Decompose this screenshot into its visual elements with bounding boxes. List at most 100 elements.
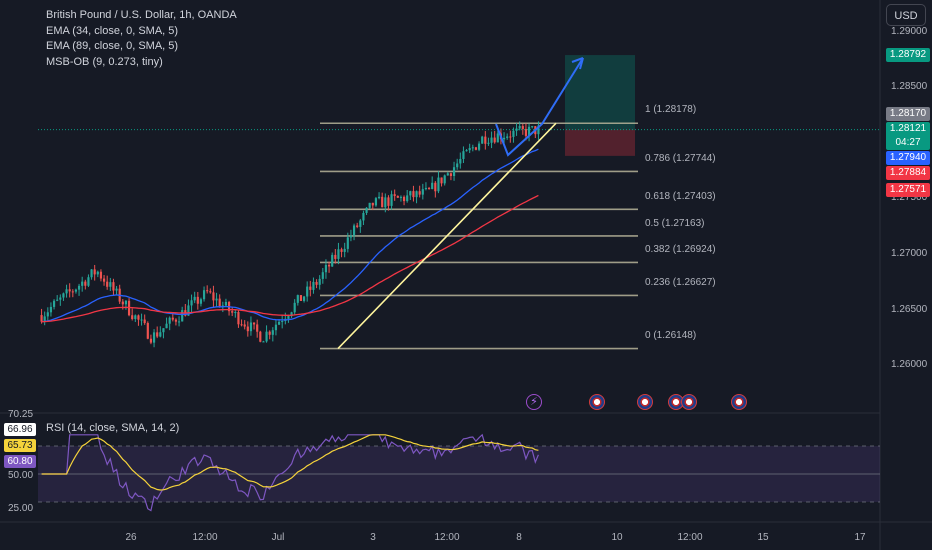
candle-body [252,322,256,325]
candle-body [234,312,237,314]
candle-body [243,324,246,327]
candle-body [331,254,334,267]
candle-body [209,291,212,293]
lightning-icon[interactable]: ⚡ [526,394,542,410]
candle-body [68,289,71,292]
candle-body [274,324,278,331]
price-tick: 1.29000 [891,26,928,37]
candle-body [65,289,68,294]
indicator-ema89[interactable]: EMA (89, close, 0, SMA, 5) [46,40,179,52]
candle-body [518,126,521,129]
candle-body [409,191,412,196]
rsi-line [41,433,539,512]
candle-body [259,331,262,342]
candle-body [356,225,359,227]
candle-body [374,198,378,206]
candle-body [371,202,374,206]
chart-legend: British Pound / U.S. Dollar, 1h, OANDA E… [46,8,237,70]
candle-body [384,197,387,208]
price-tick: 1.26000 [891,359,928,370]
candle-body [240,324,243,326]
candle-body [362,212,365,221]
candle-body [190,300,193,306]
candle-body [202,290,206,300]
candle-body [218,298,221,307]
rsi-badge-upper: 66.96 [4,423,36,436]
candle-body [327,264,331,267]
us-flag-icon[interactable] [637,394,653,410]
candle-body [306,286,309,297]
rsi-legend[interactable]: RSI (14, close, SMA, 14, 2) [46,422,180,434]
candle-body [137,315,140,320]
candle-body [177,321,181,323]
candle-body [443,175,446,184]
stop-price-badge: 1.27884 [886,166,930,180]
candle-body [162,328,165,333]
candle-body [324,264,328,273]
fib-level-label: 0.5 (1.27163) [645,218,705,229]
candle-body [502,137,506,140]
candle-body [87,277,90,286]
candle-body [537,125,540,135]
candle-body [402,196,406,202]
us-flag-icon[interactable] [589,394,605,410]
fib-level-label: 0.618 (1.27403) [645,191,716,202]
candle-body [84,281,87,286]
chart-title: British Pound / U.S. Dollar, 1h, OANDA [46,9,237,21]
candle-body [287,316,290,319]
position-target-zone [565,55,635,130]
countdown-badge: 04:27 [886,136,930,150]
candle-body [206,290,209,292]
candle-body [515,128,518,131]
candle-body [93,269,96,275]
price-tick: 1.27000 [891,248,928,259]
candle-body [77,285,81,290]
candle-body [387,197,390,206]
candle-body [115,288,118,291]
fib-level-label: 0.236 (1.26627) [645,277,716,288]
candle-body [271,330,274,335]
candle-body [421,189,424,195]
candle-body [215,298,218,301]
candle-body [96,271,99,275]
candle-body [56,299,59,301]
candle-body [493,137,496,143]
candle-body [431,182,434,189]
candle-body [134,315,137,319]
candle-body [149,338,153,343]
us-flag-icon[interactable] [731,394,747,410]
candle-body [59,297,62,300]
candle-body [381,196,384,208]
candle-body [452,167,456,176]
candle-body [446,173,449,176]
rsi-badge-ma: 65.73 [4,439,36,452]
candle-body [321,272,324,279]
currency-button[interactable]: USD [886,4,926,26]
candle-body [481,136,484,144]
candle-body [527,126,531,136]
candle-body [334,254,337,259]
candle-body [40,315,43,322]
candle-body [199,299,203,304]
candle-body [490,137,493,143]
candle-body [459,158,462,164]
candle-body [524,129,528,136]
fib-level-label: 0 (1.26148) [645,330,697,341]
candle-body [484,136,487,144]
indicator-msb-ob[interactable]: MSB-OB (9, 0.273, tiny) [46,55,163,68]
indicator-ema34[interactable]: EMA (34, close, 0, SMA, 5) [46,24,179,37]
candle-body [237,312,240,325]
candle-body [262,341,265,343]
candle-body [399,196,403,198]
candle-body [131,315,134,319]
candle-body [112,282,115,291]
candle-body [302,296,306,301]
candle-body [246,326,249,332]
candle-body [406,195,409,202]
ema89-badge: 1.27571 [886,183,930,197]
candle-body [437,177,440,192]
us-flag-icon[interactable] [681,394,697,410]
candle-body [52,300,56,307]
candle-body [474,147,478,150]
